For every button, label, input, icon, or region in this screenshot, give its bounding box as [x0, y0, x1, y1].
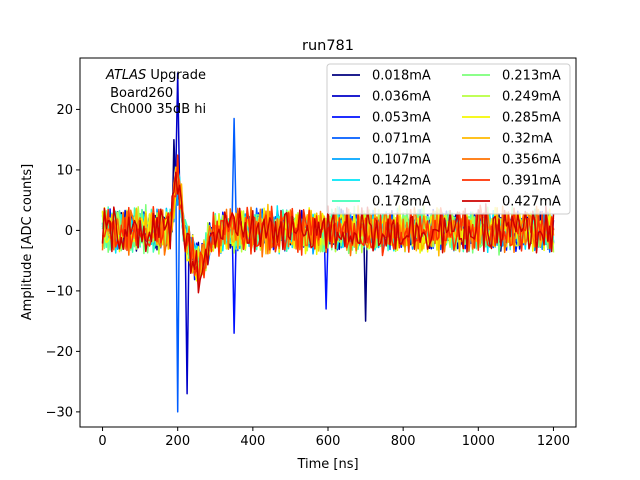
y-tick-label: 0 — [65, 224, 73, 239]
x-tick-label: 400 — [240, 434, 265, 449]
y-tick-label: 20 — [56, 103, 73, 118]
x-tick-label: 1200 — [537, 434, 570, 449]
legend-box — [326, 63, 571, 215]
y-tick-label: 10 — [56, 163, 73, 178]
legend-label: 0.053mA — [372, 111, 431, 126]
legend-label: 0.178mA — [372, 195, 431, 210]
legend: 0.018mA 0.036mA 0.053mA 0.071mA 0.107mA 0.142… — [326, 63, 571, 215]
annotation-board: Board260 — [106, 86, 173, 101]
x-tick-label: 0 — [98, 434, 106, 449]
series-line-0.391mA — [102, 154, 555, 288]
legend-label: 0.142mA — [372, 174, 431, 189]
legend-label: 0.32mA — [502, 132, 553, 147]
x-tick-label: 200 — [165, 434, 190, 449]
x-tick-label: 1000 — [462, 434, 495, 449]
y-tick-label: −30 — [46, 405, 73, 420]
annotation-channel: Ch000 35dB hi — [106, 102, 206, 117]
chart-title: run781 — [302, 38, 354, 54]
svg-text:ATLAS Upgrade: ATLAS Upgrade — [105, 68, 206, 83]
x-tick-label: 600 — [316, 434, 341, 449]
legend-label: 0.213mA — [502, 69, 561, 84]
legend-label: 0.249mA — [502, 90, 561, 105]
y-axis-label: Amplitude [ADC counts] — [20, 164, 35, 320]
annotation-upgrade: Upgrade — [146, 68, 206, 83]
legend-label: 0.036mA — [372, 90, 431, 105]
x-axis: 0 200 400 600 800 1000 1200 — [98, 427, 570, 449]
legend-label: 0.071mA — [372, 132, 431, 147]
legend-label: 0.427mA — [502, 195, 561, 210]
legend-label: 0.356mA — [502, 153, 561, 168]
y-tick-label: −10 — [46, 284, 73, 299]
legend-label: 0.018mA — [372, 69, 431, 84]
y-axis: −30 −20 −10 0 10 20 — [46, 103, 80, 420]
x-tick-label: 800 — [391, 434, 416, 449]
legend-label: 0.285mA — [502, 111, 561, 126]
y-tick-label: −20 — [46, 345, 73, 360]
x-axis-label: Time [ns] — [296, 457, 358, 472]
annotation-atlas: ATLAS — [105, 68, 146, 83]
legend-label: 0.107mA — [372, 153, 431, 168]
annotation: ATLAS Upgrade Board260 Ch000 35dB hi — [105, 68, 206, 117]
legend-label: 0.391mA — [502, 174, 561, 189]
